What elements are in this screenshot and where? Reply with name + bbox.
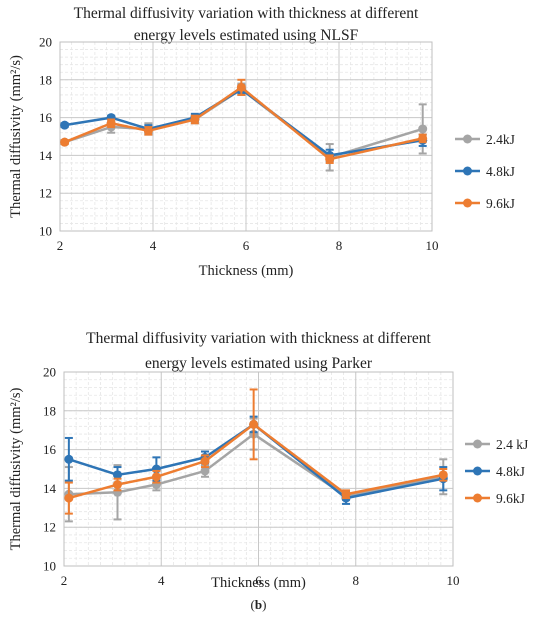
- data-point: [249, 419, 259, 429]
- data-point: [341, 489, 351, 499]
- data-point: [64, 454, 74, 464]
- legend-marker: [473, 466, 482, 476]
- legend-label: 2.4kJ: [486, 132, 515, 147]
- series-3: [64, 388, 448, 515]
- data-point: [438, 470, 448, 480]
- chart-a: Thermal diffusivity variation with thick…: [8, 5, 515, 279]
- legend-entry: 2.4kJ: [455, 132, 515, 147]
- x-tick-label: 8: [353, 573, 360, 588]
- chart-title-line: energy levels estimated using Parker: [145, 355, 373, 372]
- caption-close-paren: ): [262, 597, 266, 612]
- x-tick-label: 4: [150, 238, 157, 253]
- y-tick-label: 16: [39, 110, 53, 125]
- data-point: [60, 137, 70, 147]
- legend-label: 9.6kJ: [496, 491, 525, 506]
- data-point: [190, 114, 200, 124]
- y-tick-label: 12: [43, 520, 56, 535]
- x-tick-label: 2: [61, 573, 68, 588]
- data-point: [325, 154, 335, 164]
- x-tick-label: 10: [426, 238, 439, 253]
- chart-title-line: energy levels estimated using NLSF: [134, 27, 359, 44]
- data-point: [200, 456, 210, 466]
- data-point: [64, 493, 74, 503]
- x-tick-label: 6: [243, 238, 250, 253]
- x-tick-label: 8: [336, 238, 343, 253]
- plot-area-border: [59, 41, 433, 232]
- x-tick-label: 6: [255, 573, 262, 588]
- data-point: [418, 133, 428, 143]
- y-tick-label: 18: [43, 403, 56, 418]
- legend-marker: [463, 134, 472, 144]
- grid: [59, 41, 433, 232]
- y-tick-label: 20: [39, 35, 52, 50]
- x-tick-label: 2: [57, 238, 64, 253]
- series-1: [60, 82, 428, 172]
- legend-label: 2.4 kJ: [496, 437, 528, 452]
- y-axis-title: Thermal diffusivity (mm²/s): [8, 55, 24, 218]
- y-tick-label: 14: [43, 481, 57, 496]
- data-point: [60, 120, 70, 130]
- y-tick-label: 10: [43, 559, 56, 574]
- y-tick-label: 12: [39, 186, 52, 201]
- data-point: [418, 124, 428, 134]
- x-tick-label: 4: [158, 573, 165, 588]
- chart-b: Thermal diffusivity variation with thick…: [8, 330, 528, 612]
- figure-caption: (b): [251, 597, 267, 612]
- legend-label: 4.8kJ: [486, 164, 515, 179]
- legend-marker: [463, 166, 472, 176]
- plot-area-border: [63, 371, 454, 567]
- legend-entry: 4.8kJ: [465, 464, 525, 479]
- caption-label: b: [255, 597, 262, 612]
- legend-marker: [473, 493, 482, 503]
- data-point: [151, 472, 161, 482]
- data-point: [143, 126, 153, 136]
- y-tick-label: 18: [39, 72, 52, 87]
- legend-entry: 2.4 kJ: [465, 437, 528, 452]
- legend-entry: 9.6kJ: [455, 196, 515, 211]
- caption-open-paren: (: [251, 597, 255, 612]
- y-tick-label: 20: [43, 365, 56, 380]
- chart-title-line: Thermal diffusivity variation with thick…: [86, 330, 431, 347]
- data-point: [112, 470, 122, 480]
- data-point: [112, 480, 122, 490]
- legend-label: 4.8kJ: [496, 464, 525, 479]
- legend-entry: 9.6kJ: [465, 491, 525, 506]
- series-3: [60, 78, 428, 164]
- data-point: [200, 466, 210, 476]
- y-axis-title: Thermal diffusivity (mm²/s): [8, 387, 24, 550]
- y-tick-label: 14: [39, 148, 53, 163]
- x-tick-label: 10: [447, 573, 460, 588]
- legend-label: 9.6kJ: [486, 196, 515, 211]
- y-tick-label: 10: [39, 224, 52, 239]
- legend-marker: [473, 439, 482, 449]
- legend-marker: [463, 198, 472, 208]
- legend-entry: 4.8kJ: [455, 164, 515, 179]
- x-axis-title: Thickness (mm): [211, 575, 306, 591]
- y-tick-label: 16: [43, 442, 57, 457]
- grid: [63, 371, 454, 567]
- data-point: [106, 118, 116, 128]
- x-axis-title: Thickness (mm): [199, 263, 294, 279]
- chart-title-line: Thermal diffusivity variation with thick…: [74, 5, 419, 22]
- data-point: [236, 82, 246, 92]
